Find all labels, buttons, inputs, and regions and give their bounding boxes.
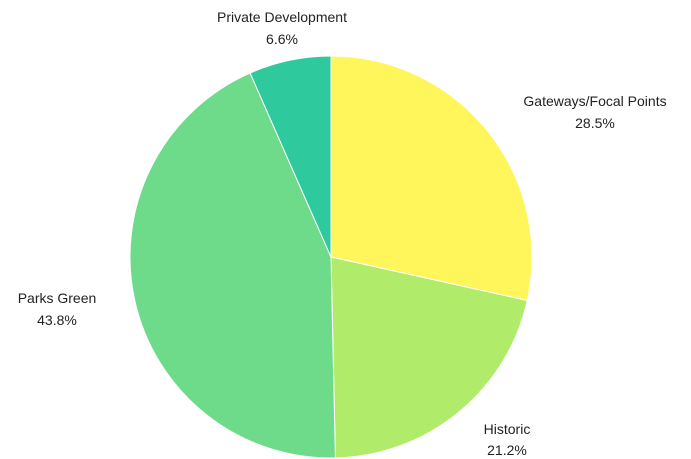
pie-slice-gateways-focal-points	[330, 55, 533, 302]
slice-value-parks-green: 43.8%	[37, 312, 77, 328]
slice-value-private-development: 6.6%	[266, 31, 298, 47]
pie-slices	[129, 55, 533, 459]
pie-slice-private-development	[249, 55, 332, 258]
slice-label-private-development: Private Development	[217, 9, 347, 25]
pie-slice-historic	[330, 256, 528, 459]
slice-label-parks-green: Parks Green	[18, 290, 97, 306]
pie-slice-parks-green	[129, 72, 336, 459]
slice-label-historic: Historic	[484, 421, 531, 437]
slice-value-historic: 21.2%	[487, 442, 527, 458]
pie-labels: Gateways/Focal Points 28.5% Historic 21.…	[18, 9, 667, 458]
slice-label-gateways-focal-points: Gateways/Focal Points	[523, 93, 666, 109]
slice-value-gateways-focal-points: 28.5%	[575, 115, 615, 131]
